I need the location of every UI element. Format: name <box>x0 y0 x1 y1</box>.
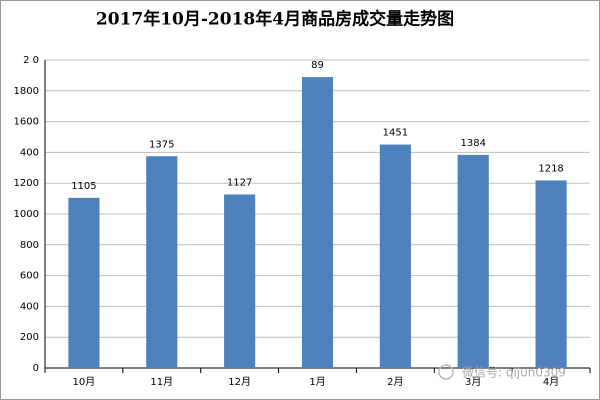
chart-title: 2017年10月-2018年4月商品房成交量走势图 <box>96 9 454 30</box>
y-tick-label: 1800 <box>14 86 39 97</box>
y-tick-label: 2 0 <box>23 55 39 66</box>
y-tick-label: 200 <box>20 332 39 343</box>
x-tick-label: 11月 <box>150 376 173 388</box>
watermark-icon <box>438 364 454 380</box>
bar <box>535 180 567 368</box>
x-tick-label: 2月 <box>387 376 403 388</box>
bar <box>301 77 334 369</box>
data-label: 1451 <box>383 128 408 139</box>
data-label: 1105 <box>71 181 96 192</box>
x-tick-label: 3月 <box>465 376 481 388</box>
y-tick-label: 1600 <box>14 117 39 128</box>
x-tick-label: 4月 <box>543 376 559 388</box>
x-tick-label: 12月 <box>228 376 251 388</box>
data-label: 1127 <box>227 177 252 188</box>
bar <box>68 197 100 368</box>
data-label: 1384 <box>460 138 485 149</box>
data-label: 89 <box>311 60 324 71</box>
y-tick-label: 400 <box>20 301 39 312</box>
y-tick-label: 400 <box>20 147 39 158</box>
bar <box>379 144 411 368</box>
x-tick-label: 1月 <box>309 376 325 388</box>
y-tick-label: 1000 <box>14 209 39 220</box>
watermark: 微信号: qijun0309 <box>462 366 566 380</box>
data-label: 1218 <box>538 163 563 174</box>
y-tick-label: 0 <box>33 363 39 374</box>
x-tick-label: 10月 <box>73 376 96 388</box>
data-label: 1375 <box>149 139 174 150</box>
bar <box>457 154 489 368</box>
y-tick-label: 600 <box>20 271 39 282</box>
y-tick-label: 800 <box>20 240 39 251</box>
y-tick-label: 1200 <box>14 178 39 189</box>
bar <box>146 156 178 368</box>
plot-area: 0 200 400 600 800 1000 1200 400 1600 1800 2 0 10月 11… <box>14 55 591 388</box>
bar <box>224 194 256 368</box>
